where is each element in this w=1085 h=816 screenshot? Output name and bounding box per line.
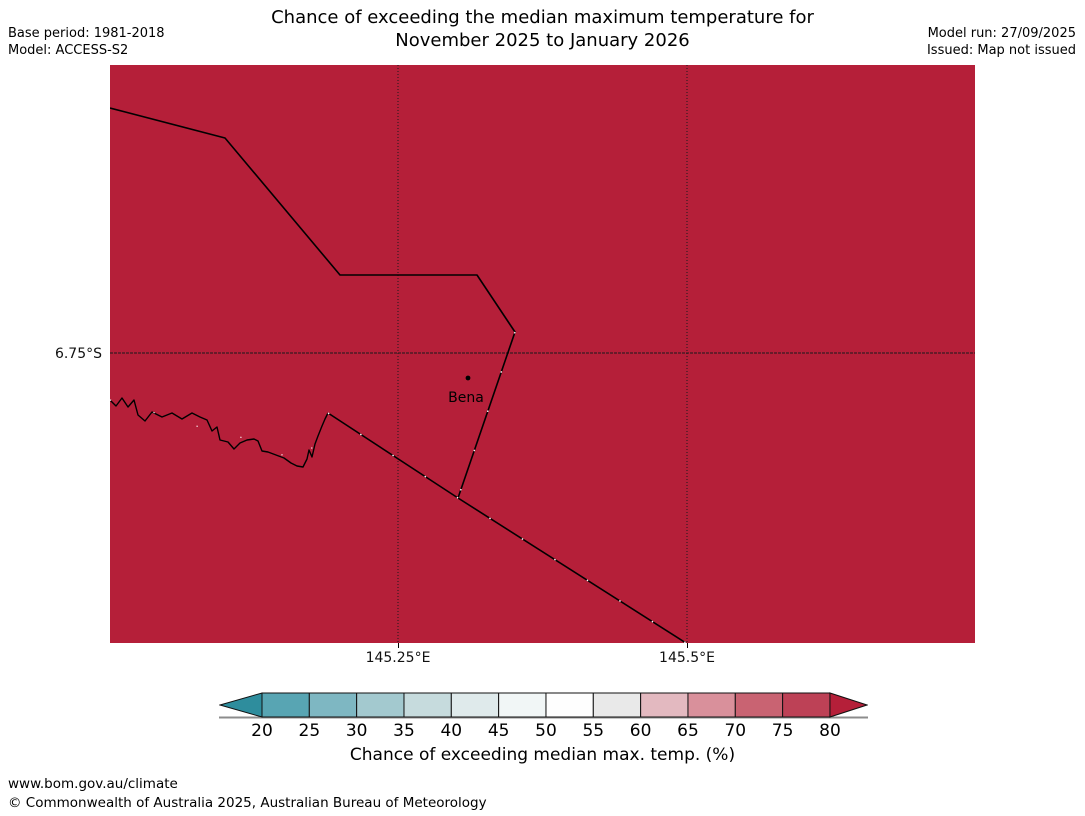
colorbar-tick-label: 80 <box>819 721 841 741</box>
colorbar-tick-label: 55 <box>582 721 605 741</box>
lon-axis-label-14525e: 145.25°E <box>365 650 431 666</box>
colorbar-tick-label: 65 <box>677 721 699 741</box>
page-title: Chance of exceeding the median maximum t… <box>0 6 1085 52</box>
footer-copyright: © Commonwealth of Australia 2025, Austra… <box>8 795 487 811</box>
colorbar-tick-label: 45 <box>487 721 510 741</box>
colorbar-tick-label: 35 <box>393 721 415 741</box>
river-line <box>110 397 329 468</box>
title-line-1: Chance of exceeding the median maximum t… <box>271 7 814 28</box>
lon-tick-1455e <box>687 643 688 648</box>
colorbar-tick-label: 70 <box>724 721 747 741</box>
colorbar-segment <box>734 692 784 718</box>
footer-url: www.bom.gov.au/climate <box>8 776 178 792</box>
colorbar-tick-labels: 20 25 30 35 40 45 50 55 60 65 70 75 80 <box>0 721 1085 743</box>
colorbar-segment <box>498 692 547 718</box>
colorbar-segment <box>261 692 310 718</box>
colorbar-right-arrow <box>829 692 868 718</box>
colorbar-tick-label: 25 <box>298 721 321 741</box>
base-period-label: Base period: 1981-2018 <box>8 26 165 41</box>
header-right-block: Model run: 27/09/2025 Issued: Map not is… <box>927 25 1076 59</box>
colorbar-segment <box>308 692 358 718</box>
colorbar-left-arrow <box>219 692 263 718</box>
border-dash-overlay <box>327 412 687 643</box>
header-left-block: Base period: 1981-2018 Model: ACCESS-S2 <box>8 25 165 59</box>
map-svg: Bena <box>110 65 975 643</box>
lon-tick-14525e <box>398 643 399 648</box>
model-run-label: Model run: 27/09/2025 <box>927 26 1076 41</box>
map-canvas: Bena <box>110 65 975 643</box>
district-border <box>110 107 516 499</box>
colorbar-segment <box>545 692 594 718</box>
colorbar-tick-label: 75 <box>771 721 794 741</box>
colorbar-segment <box>450 692 500 718</box>
colorbar-tick-label: 30 <box>345 721 368 741</box>
colorbar-tick-label: 40 <box>440 721 463 741</box>
colorbar-segment <box>687 692 736 718</box>
colorbar-segment <box>356 692 405 718</box>
title-line-2: November 2025 to January 2026 <box>395 30 690 51</box>
model-label: Model: ACCESS-S2 <box>8 43 129 58</box>
colorbar-tick-label: 50 <box>535 721 557 741</box>
colorbar-tick-label: 20 <box>251 721 273 741</box>
lon-axis-label-1455e: 145.5°E <box>659 650 715 666</box>
colorbar-segment <box>403 692 452 718</box>
colorbar-segment <box>782 692 831 718</box>
colorbar-segment <box>640 692 689 718</box>
colorbar-tick-label: 60 <box>629 721 652 741</box>
colorbar <box>219 692 868 719</box>
bena-label: Bena <box>448 390 484 406</box>
issued-label: Issued: Map not issued <box>926 43 1076 58</box>
footer-block: www.bom.gov.au/climate © Commonwealth of… <box>8 775 487 813</box>
colorbar-segment <box>592 692 642 718</box>
map-fill <box>110 65 975 643</box>
lat-axis-label: 6.75°S <box>54 346 102 362</box>
colorbar-svg <box>219 692 868 719</box>
bena-marker <box>465 375 471 381</box>
colorbar-caption: Chance of exceeding median max. temp. (%… <box>349 745 736 765</box>
